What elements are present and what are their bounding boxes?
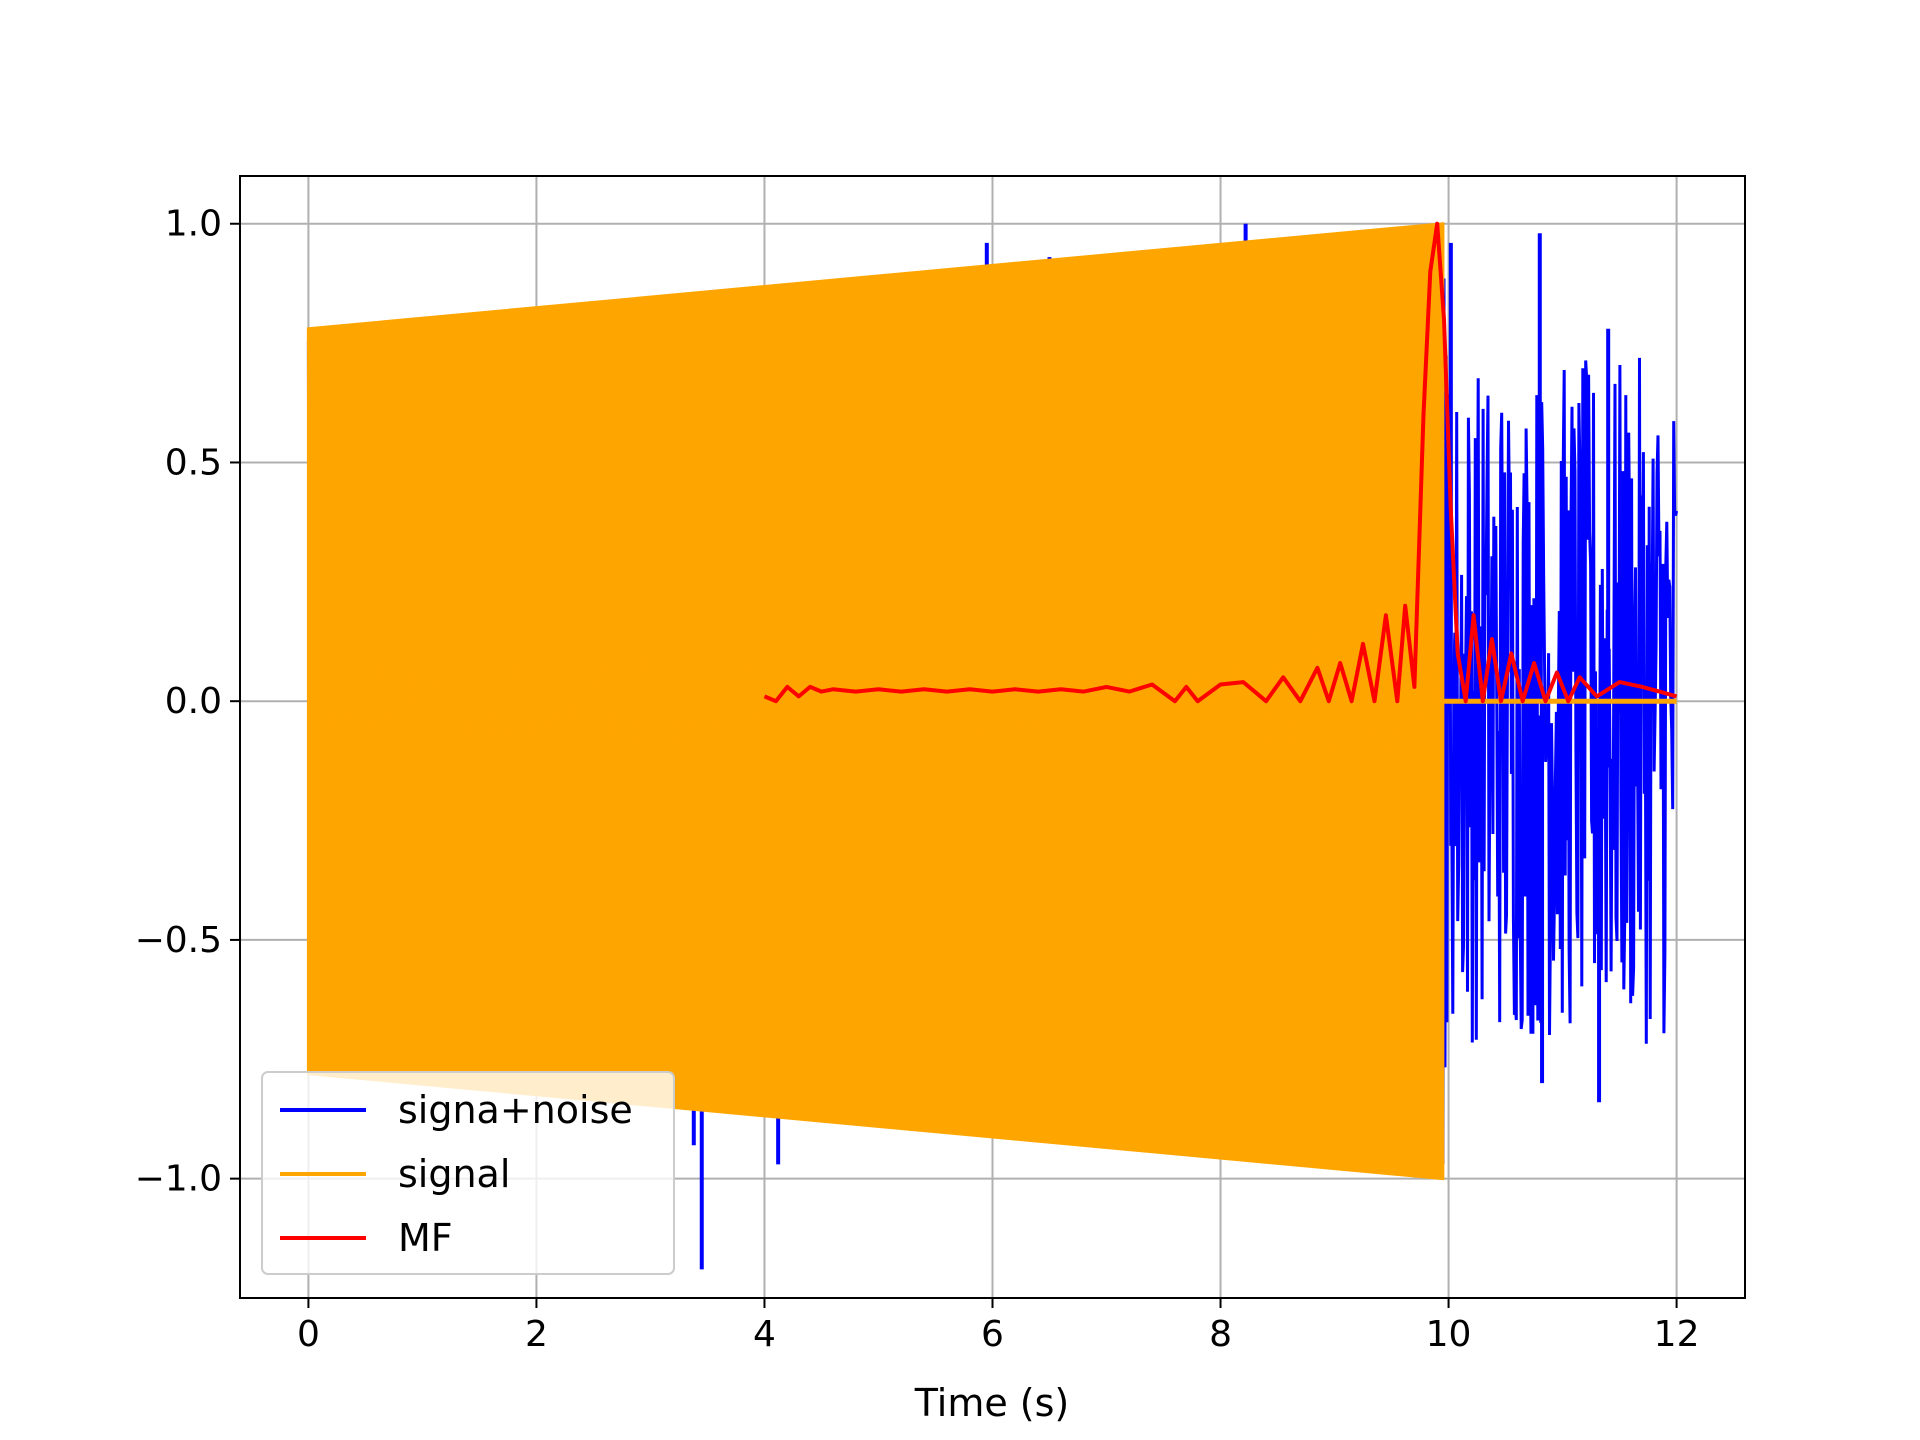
x-tick-label: 6 <box>981 1314 1004 1355</box>
y-tick-label: 1.0 <box>165 204 222 245</box>
y-tick-label: 0.5 <box>165 442 222 483</box>
y-tick-label: −0.5 <box>135 920 222 961</box>
legend-label: signa+noise <box>398 1088 633 1132</box>
series-mf-line <box>763 221 1678 704</box>
x-tick-label: 0 <box>297 1314 320 1355</box>
y-tick-label: 0.0 <box>165 681 222 722</box>
x-tick-label: 12 <box>1654 1314 1700 1355</box>
x-tick-label: 10 <box>1426 1314 1472 1355</box>
x-axis-label: Time (s) <box>914 1381 1070 1425</box>
legend-box <box>261 1071 675 1275</box>
series-layer <box>306 221 1679 1270</box>
series-signal-line <box>306 223 1445 1179</box>
y-tick-label: −1.0 <box>135 1159 222 1200</box>
legend-label: signal <box>398 1152 510 1196</box>
legend-label: MF <box>398 1216 453 1260</box>
legend: signa+noise signal MF <box>261 1071 675 1275</box>
x-tick-label: 4 <box>753 1314 776 1355</box>
ticks: 0 2 4 6 8 10 12 1.0 0.5 0.0 −0.5 −1.0 <box>135 204 1700 1355</box>
x-tick-label: 2 <box>525 1314 548 1355</box>
x-tick-label: 8 <box>1209 1314 1232 1355</box>
